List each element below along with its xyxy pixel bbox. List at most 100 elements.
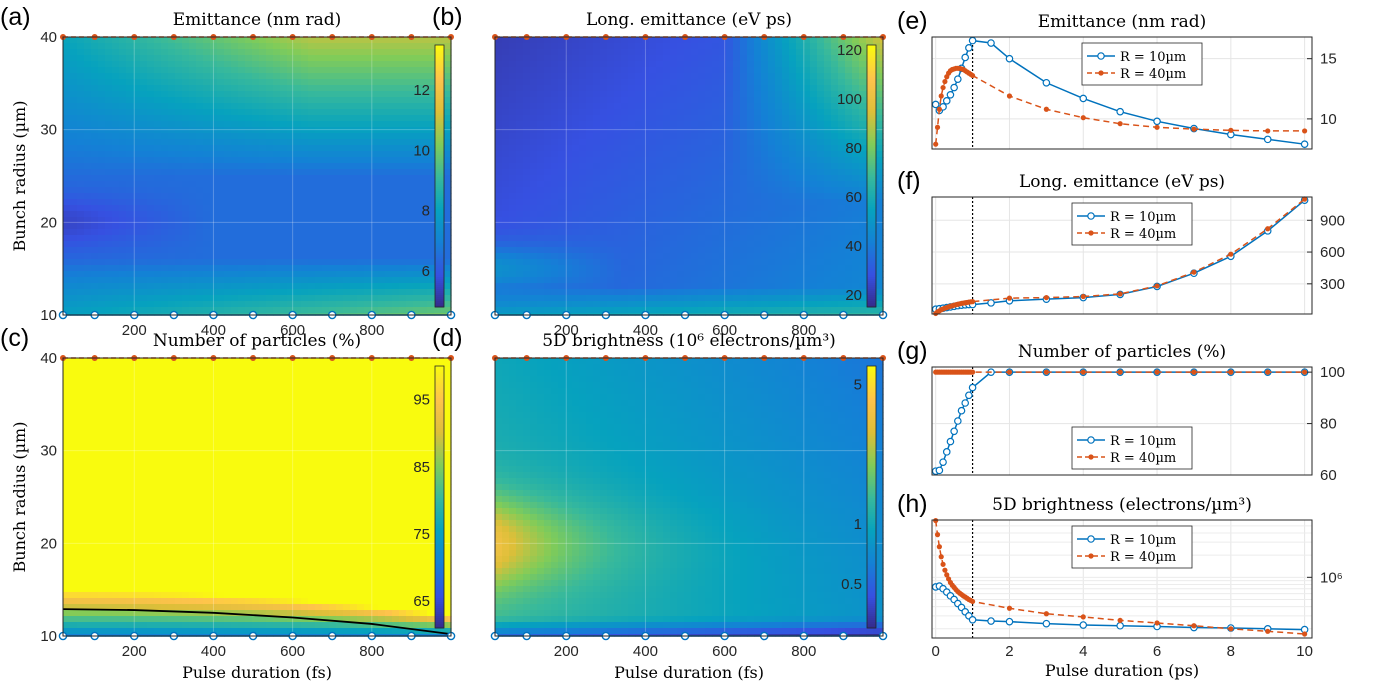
heatmap-cell [649,61,657,68]
heatmap-cell [266,175,274,182]
heatmap-cell [252,187,260,194]
heatmap-cell [586,103,594,110]
heatmap-cell [593,223,601,230]
heatmap-cell [649,259,657,266]
heatmap-cell [642,157,650,164]
heatmap-cell [266,151,274,158]
heatmap-cell [684,103,692,110]
heatmap-cell [126,163,134,170]
heatmap-cell [523,91,531,98]
heatmap-cell [572,169,580,176]
heatmap-cell [607,253,615,260]
heatmap-cell [642,241,650,248]
heatmap-cell [705,187,713,194]
heatmap-cell [523,115,531,122]
heatmap-cell [70,223,78,230]
heatmap-cell [614,235,622,242]
heatmap-cell [441,55,449,62]
heatmap-cell [217,73,225,80]
heatmap-cell [859,253,867,260]
heatmap-cell [245,259,253,266]
heatmap-cell [259,91,267,98]
heatmap-cell [119,241,127,248]
heatmap-cell [385,103,393,110]
heatmap-cell [350,235,358,242]
heatmap-cell [796,211,804,218]
heatmap-cell [238,277,246,284]
heatmap-cell [231,157,239,164]
heatmap-cell [385,199,393,206]
heatmap-cell [259,211,267,218]
heatmap-cell [712,223,720,230]
heatmap-cell [880,37,884,44]
heatmap-cell [530,73,538,80]
heatmap-cell [448,109,452,116]
heatmap-cell [378,121,386,128]
heatmap-cell [768,163,776,170]
heatmap-cell [831,151,839,158]
heatmap-cell [280,55,288,62]
heatmap-cell [273,199,281,206]
heatmap-cell [238,181,246,188]
heatmap-cell [642,187,650,194]
heatmap-cell [238,289,246,296]
heatmap-cell [315,223,323,230]
heatmap-cell [119,277,127,284]
heatmap-cell [287,43,295,50]
heatmap-cell [238,37,246,44]
heatmap-cell [448,157,452,164]
heatmap-cell [266,235,274,242]
heatmap-cell [859,247,867,254]
heatmap-cell [670,109,678,116]
heatmap-cell [754,127,762,134]
heatmap-cell [350,49,358,56]
heatmap-cell [413,133,421,140]
heatmap-cell [413,223,421,230]
heatmap-cell [126,37,134,44]
heatmap-cell [91,247,99,254]
heatmap-cell [77,163,85,170]
colorbar-step [435,251,444,254]
heatmap-cell [495,55,503,62]
heatmap-cell [754,103,762,110]
heatmap-cell [245,55,253,62]
heatmap-cell [420,229,428,236]
heatmap-cell [614,175,622,182]
heatmap-cell [203,265,211,272]
heatmap-cell [747,235,755,242]
heatmap-cell [635,199,643,206]
heatmap-cell [537,187,545,194]
heatmap-cell [441,73,449,80]
heatmap-cell [329,259,337,266]
heatmap-cell [551,109,559,116]
heatmap-cell [168,151,176,158]
heatmap-cell [77,277,85,284]
heatmap-cell [77,301,85,308]
heatmap-cell [817,79,825,86]
heatmap-cell [231,37,239,44]
heatmap-cell [726,247,734,254]
heatmap-cell [803,127,811,134]
heatmap-cell [649,55,657,62]
heatmap-cell [336,55,344,62]
heatmap-cell [726,229,734,236]
heatmap-cell [350,37,358,44]
heatmap-cell [845,181,853,188]
heatmap-cell [294,67,302,74]
heatmap-cell [343,115,351,122]
heatmap-cell [245,85,253,92]
heatmap-cell [420,79,428,86]
heatmap-cell [698,67,706,74]
heatmap-cell [413,61,421,68]
heatmap-cell [287,85,295,92]
heatmap-cell [656,211,664,218]
heatmap-cell [406,157,414,164]
heatmap-cell [287,235,295,242]
heatmap-cell [322,103,330,110]
heatmap-cell [252,301,260,308]
heatmap-cell [406,73,414,80]
heatmap-cell [572,253,580,260]
heatmap-cell [448,145,452,152]
heatmap-cell [523,73,531,80]
heatmap-cell [817,199,825,206]
